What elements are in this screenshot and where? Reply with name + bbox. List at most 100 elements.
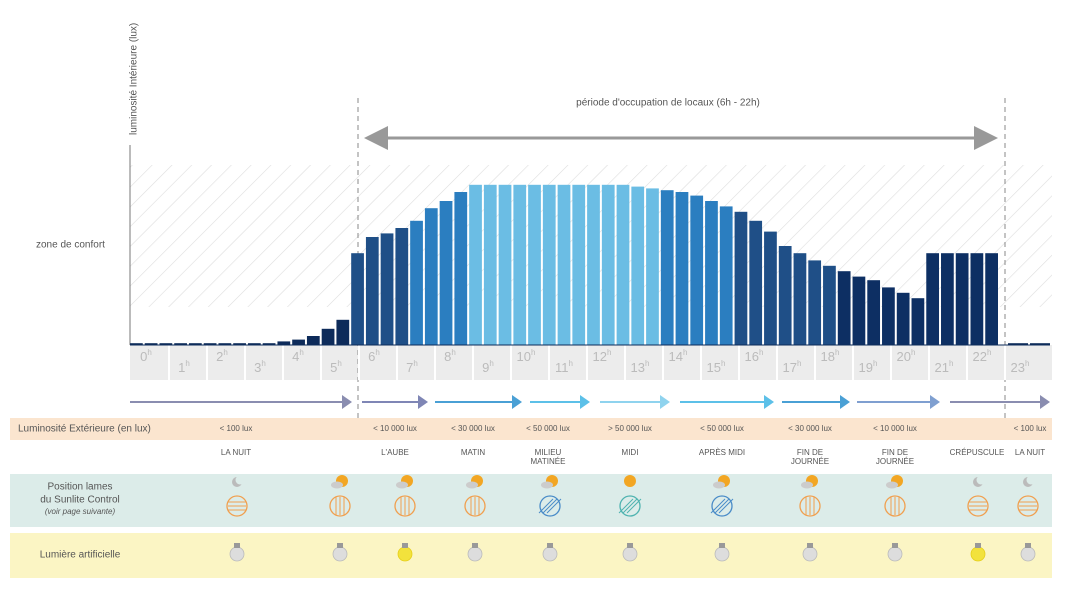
lux-label: < 10 000 lux	[373, 424, 417, 433]
slat-icon	[539, 495, 561, 517]
period-name: APRÈS MIDI	[699, 448, 745, 457]
bulb	[622, 546, 638, 562]
bulb-base	[337, 543, 343, 548]
hour-number: 10	[517, 349, 531, 364]
slat-icon	[394, 495, 416, 517]
lux-label: < 50 000 lux	[526, 424, 570, 433]
slat	[714, 498, 730, 514]
period-name: MATIN	[461, 448, 486, 457]
bar	[542, 184, 556, 345]
period-arrow-head	[418, 395, 428, 409]
bar	[454, 192, 468, 345]
hour-number: 13	[631, 360, 645, 375]
bar	[778, 246, 792, 345]
bulb	[970, 546, 986, 562]
slat-icon	[329, 495, 351, 517]
bar	[557, 184, 571, 345]
bar	[749, 220, 763, 345]
hour-unit: h	[873, 359, 877, 368]
bar	[1008, 343, 1028, 345]
bar	[351, 253, 364, 345]
bulb	[467, 546, 483, 562]
zone-label: zone de confort	[36, 240, 105, 251]
hour-number: 8	[444, 349, 451, 364]
bar	[410, 220, 423, 345]
hour-number: 6	[368, 349, 375, 364]
hour-number: 9	[482, 360, 489, 375]
bulb-base	[627, 543, 633, 548]
sun	[624, 475, 636, 487]
bulb	[802, 546, 818, 562]
slat-icon	[464, 495, 486, 517]
bar	[528, 184, 541, 345]
hour-unit: h	[489, 359, 493, 368]
bar	[218, 343, 232, 345]
x-tick-label: 15h	[707, 359, 726, 375]
hour-number: 16	[745, 349, 759, 364]
hour-number: 20	[897, 349, 911, 364]
bar	[837, 271, 851, 345]
period-arrow-head	[660, 395, 670, 409]
bar	[424, 208, 438, 345]
bar	[764, 231, 777, 345]
lux-label: < 30 000 lux	[451, 424, 495, 433]
hour-number: 15	[707, 360, 721, 375]
light-band	[10, 533, 1052, 578]
period-name: L'AUBE	[381, 448, 409, 457]
y-axis-label: luminosité Intérieure (lux)	[129, 23, 140, 135]
bar	[896, 292, 910, 345]
hour-number: 1	[178, 360, 185, 375]
x-tick-label: 22h	[973, 348, 992, 364]
bar	[587, 184, 600, 345]
bulb-base	[892, 543, 898, 548]
hour-unit: h	[223, 348, 227, 357]
hour-unit: h	[375, 348, 379, 357]
x-tick-label: 20h	[897, 348, 916, 364]
hour-number: 19	[859, 360, 873, 375]
slat	[542, 498, 558, 514]
hour-number: 23	[1011, 360, 1025, 375]
x-tick-label: 18h	[821, 348, 840, 364]
bar	[572, 184, 586, 345]
hour-number: 14	[669, 349, 683, 364]
bar	[395, 228, 409, 345]
cloud	[396, 481, 408, 489]
bar	[970, 253, 984, 345]
bar	[262, 343, 276, 345]
hour-unit: h	[451, 348, 455, 357]
slat	[546, 498, 562, 514]
bar	[852, 276, 866, 345]
bar	[380, 233, 394, 345]
row-note: (voir page suivante)	[45, 507, 116, 516]
hour-unit: h	[759, 348, 763, 357]
cloud	[713, 481, 725, 489]
annotation: période d'occupation de locaux (6h - 22h…	[576, 98, 760, 109]
bulb-base	[1025, 543, 1031, 548]
row-label: Luminosité Extérieure (en lux)	[18, 424, 151, 435]
bulb	[229, 546, 245, 562]
hour-number: 11	[555, 360, 569, 375]
bulb	[542, 546, 558, 562]
hour-number: 21	[935, 360, 949, 375]
slat-icon	[967, 495, 989, 517]
position-band	[10, 474, 1052, 527]
x-tick-label: 10h	[517, 348, 536, 364]
bulb-base	[547, 543, 553, 548]
bar	[646, 188, 659, 345]
hour-unit: h	[185, 359, 189, 368]
bar	[675, 192, 689, 345]
bar	[130, 343, 143, 345]
period-name: FIN DE	[882, 448, 908, 457]
hour-unit: h	[721, 359, 725, 368]
slat	[718, 498, 734, 514]
x-tick-label: 1h	[178, 359, 190, 375]
x-tick-label: 5h	[330, 359, 342, 375]
bar	[660, 190, 674, 345]
bar	[616, 184, 630, 345]
cloud	[331, 481, 343, 489]
moon-cut	[1026, 475, 1036, 485]
period-arrow-head	[580, 395, 590, 409]
period-name: JOURNÉE	[876, 457, 914, 466]
